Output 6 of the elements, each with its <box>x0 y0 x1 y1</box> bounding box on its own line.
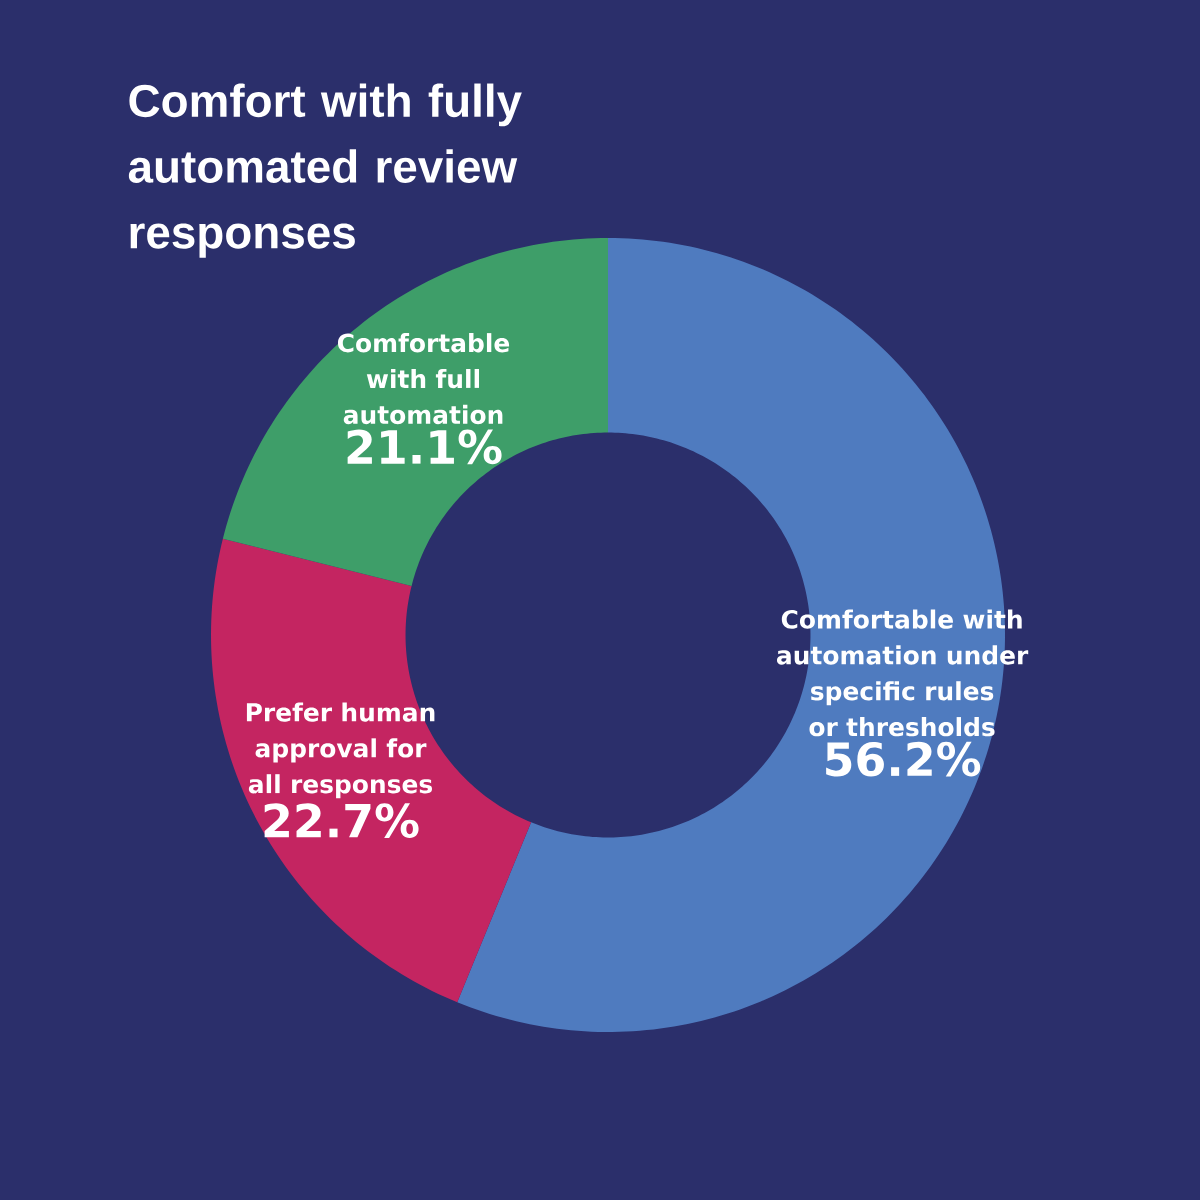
data-label: 21.1% <box>347 429 502 465</box>
chart-title: Comfort with fully automated review responses <box>128 83 522 258</box>
data-label: 56.2% <box>826 741 981 777</box>
slice-label: Comfortable with automation under specific rules or thresholds <box>776 609 1029 737</box>
slice-label: Comfortable with full automation <box>337 333 510 425</box>
data-label: 22.7% <box>264 803 419 838</box>
